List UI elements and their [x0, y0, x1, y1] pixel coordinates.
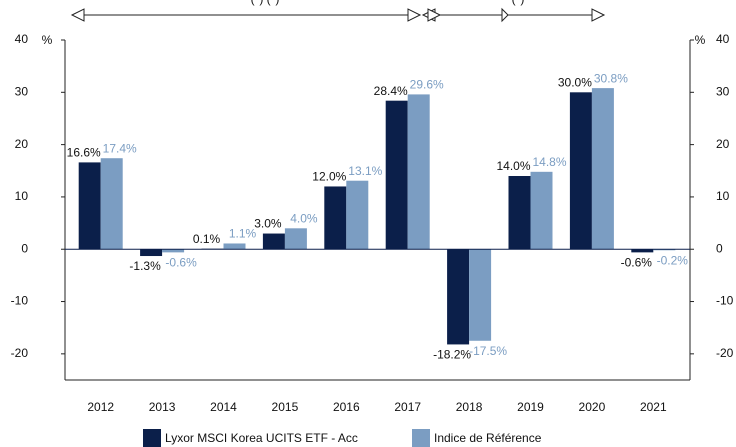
x-tick-label: 2020 [579, 400, 606, 414]
x-tick-label: 2013 [149, 400, 176, 414]
y2-tick-label: -10 [716, 294, 734, 308]
data-label: 4.0% [290, 211, 318, 225]
y-tick-label: 0 [21, 241, 28, 255]
legend-label: Indice de Référence [434, 431, 542, 445]
bar [385, 100, 408, 250]
legend-swatch [412, 429, 430, 447]
data-label: 3.0% [254, 217, 282, 231]
data-label: 28.4% [374, 84, 408, 98]
data-label: 29.6% [410, 78, 444, 92]
y2-unit: % [695, 33, 706, 47]
y-tick-label: -20 [11, 346, 29, 360]
data-label: 16.6% [67, 146, 101, 160]
bar [469, 249, 492, 341]
data-label: -18.2% [433, 348, 471, 362]
bar [100, 158, 123, 250]
period-arrows [70, 7, 606, 23]
data-label: 0.1% [193, 232, 221, 246]
bar [223, 243, 246, 250]
bar [530, 171, 553, 250]
y2-tick-label: 40 [716, 32, 730, 46]
bar [591, 88, 614, 250]
data-label: -0.2% [657, 253, 689, 267]
data-label: 14.8% [532, 155, 566, 169]
y2-tick-label: 20 [716, 137, 730, 151]
data-label: 14.0% [496, 159, 530, 173]
bar [407, 94, 430, 250]
bar [508, 176, 531, 250]
annotation: (*) (*) [251, 0, 280, 6]
y-tick-label: 40 [15, 32, 29, 46]
y2-tick-label: 10 [716, 189, 730, 203]
x-tick-label: 2016 [333, 400, 360, 414]
data-label: 17.4% [103, 141, 137, 155]
y-unit: % [42, 33, 53, 47]
x-tick-label: 2018 [456, 400, 483, 414]
y2-tick-label: 0 [716, 241, 723, 255]
x-tick-label: 2017 [394, 400, 421, 414]
annotation: (*) [512, 0, 525, 6]
bar [262, 233, 285, 250]
bar [284, 228, 307, 250]
x-tick-label: 2014 [210, 400, 237, 414]
y-tick-label: -10 [11, 294, 29, 308]
bar [324, 186, 347, 250]
legend-swatch [143, 429, 161, 447]
bar [78, 162, 101, 250]
bar [653, 249, 676, 251]
y-tick-label: 10 [15, 189, 29, 203]
data-label: -1.3% [129, 259, 161, 273]
data-label: 30.0% [558, 75, 592, 89]
x-tick-label: 2015 [272, 400, 299, 414]
y-tick-label: 20 [15, 137, 29, 151]
data-label: 12.0% [312, 170, 346, 184]
bar [140, 249, 163, 257]
bar [162, 249, 185, 253]
x-tick-label: 2019 [517, 400, 544, 414]
legend-label: Lyxor MSCI Korea UCITS ETF - Acc [165, 431, 358, 445]
data-label: -17.5% [469, 344, 507, 358]
data-label: -0.6% [621, 256, 653, 270]
y2-tick-label: 30 [716, 84, 730, 98]
bar [631, 249, 654, 253]
data-label: -0.6% [165, 256, 197, 270]
y2-tick-label: -20 [716, 346, 734, 360]
data-label: 1.1% [229, 227, 257, 241]
bar [346, 180, 369, 250]
data-label: 13.1% [348, 164, 382, 178]
y-tick-label: 30 [15, 84, 29, 98]
x-tick-label: 2021 [640, 400, 667, 414]
bar [569, 92, 592, 250]
x-tick-label: 2012 [87, 400, 114, 414]
bar [447, 249, 470, 345]
data-label: 30.8% [594, 71, 628, 85]
